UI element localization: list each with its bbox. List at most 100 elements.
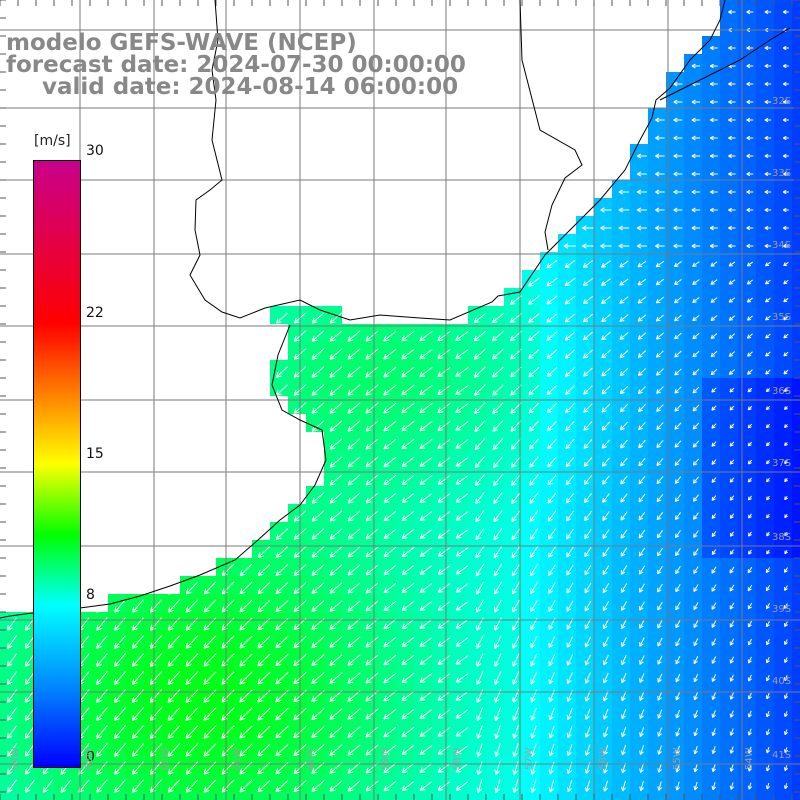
wind-arrow — [729, 477, 735, 483]
wind-cell — [396, 504, 414, 522]
wind-cell — [576, 378, 594, 396]
wind-cell — [504, 540, 522, 558]
wind-cell — [774, 396, 792, 414]
wind-cell — [756, 648, 774, 666]
wind-arrow — [693, 763, 699, 773]
wind-cell — [576, 630, 594, 648]
wind-arrow — [257, 599, 271, 613]
wind-arrow — [619, 421, 628, 431]
wind-arrow — [275, 707, 289, 721]
wind-cell — [486, 576, 504, 594]
wind-arrow — [655, 207, 665, 213]
wind-arrow — [494, 707, 502, 721]
wind-arrow — [329, 564, 343, 576]
wind-cell — [378, 432, 396, 450]
wind-cell — [144, 630, 162, 648]
wind-cell — [468, 522, 486, 540]
wind-cell — [792, 594, 800, 612]
wind-cell — [522, 756, 540, 774]
wind-cell — [774, 774, 792, 792]
wind-arrow — [764, 207, 772, 213]
wind-cell — [648, 378, 666, 396]
wind-cell — [774, 288, 792, 306]
wind-arrow — [747, 620, 753, 628]
wind-cell — [684, 162, 702, 180]
wind-arrow — [601, 439, 611, 449]
wind-cell — [720, 504, 738, 522]
wind-arrow — [239, 653, 253, 667]
wind-cell — [648, 234, 666, 252]
wind-arrow — [257, 743, 271, 757]
wind-arrow — [185, 725, 199, 739]
wind-cell — [738, 684, 756, 702]
wind-arrow — [657, 583, 663, 593]
wind-arrow — [582, 313, 593, 323]
wind-arrow — [711, 459, 717, 465]
wind-cell — [414, 324, 432, 342]
wind-cell — [720, 216, 738, 234]
wind-arrow — [675, 727, 680, 737]
wind-arrow — [600, 243, 612, 249]
wind-arrow — [693, 656, 699, 665]
wind-cell — [306, 774, 324, 792]
wind-arrow — [563, 243, 577, 249]
wind-arrow — [347, 546, 361, 558]
wind-cell — [180, 648, 198, 666]
wind-cell — [792, 702, 800, 720]
wind-arrow — [365, 582, 379, 594]
wind-cell — [522, 342, 540, 360]
wind-cell — [162, 792, 180, 800]
wind-cell — [720, 630, 738, 648]
wind-arrow — [583, 457, 593, 467]
wind-arrow — [728, 225, 736, 231]
wind-cell — [594, 558, 612, 576]
wind-arrow — [673, 207, 683, 213]
wind-arrow — [657, 637, 663, 647]
wind-cell — [774, 702, 792, 720]
wind-cell — [720, 144, 738, 162]
wind-arrow — [383, 780, 397, 792]
wind-arrow — [709, 153, 718, 159]
wind-cell — [522, 306, 540, 324]
wind-cell — [630, 162, 648, 180]
wind-arrow — [765, 423, 770, 429]
wind-cell — [666, 144, 684, 162]
wind-cell — [612, 306, 630, 324]
wind-cell — [720, 306, 738, 324]
wind-arrow — [636, 153, 647, 159]
wind-arrow — [347, 780, 361, 792]
wind-cell — [414, 576, 432, 594]
wind-cell — [270, 792, 288, 800]
wind-arrow — [546, 384, 558, 396]
wind-cell — [288, 684, 306, 702]
wind-arrow — [657, 673, 663, 683]
wind-arrow — [383, 582, 397, 594]
wind-arrow — [419, 457, 433, 468]
wind-cell — [540, 288, 558, 306]
wind-arrow — [239, 545, 253, 559]
wind-arrow — [437, 673, 451, 683]
wind-arrow — [437, 691, 451, 701]
wind-arrow — [455, 619, 469, 629]
wind-arrow — [620, 493, 628, 503]
wind-cell — [720, 72, 738, 90]
wind-cell — [756, 684, 774, 702]
wind-arrow — [729, 387, 735, 393]
wind-cell — [792, 648, 800, 666]
wind-arrow — [493, 527, 503, 541]
wind-cell — [738, 252, 756, 270]
wind-cell — [378, 522, 396, 540]
wind-arrow — [602, 493, 610, 503]
wind-arrow — [473, 330, 487, 342]
wind-cell — [540, 648, 558, 666]
wind-cell — [666, 558, 684, 576]
wind-cell — [756, 486, 774, 504]
wind-cell — [594, 684, 612, 702]
wind-cell — [792, 36, 800, 54]
wind-arrow — [257, 779, 271, 793]
wind-arrow — [621, 762, 627, 774]
wind-arrow — [437, 366, 451, 378]
wind-cell — [774, 630, 792, 648]
wind-arrow — [437, 637, 451, 647]
